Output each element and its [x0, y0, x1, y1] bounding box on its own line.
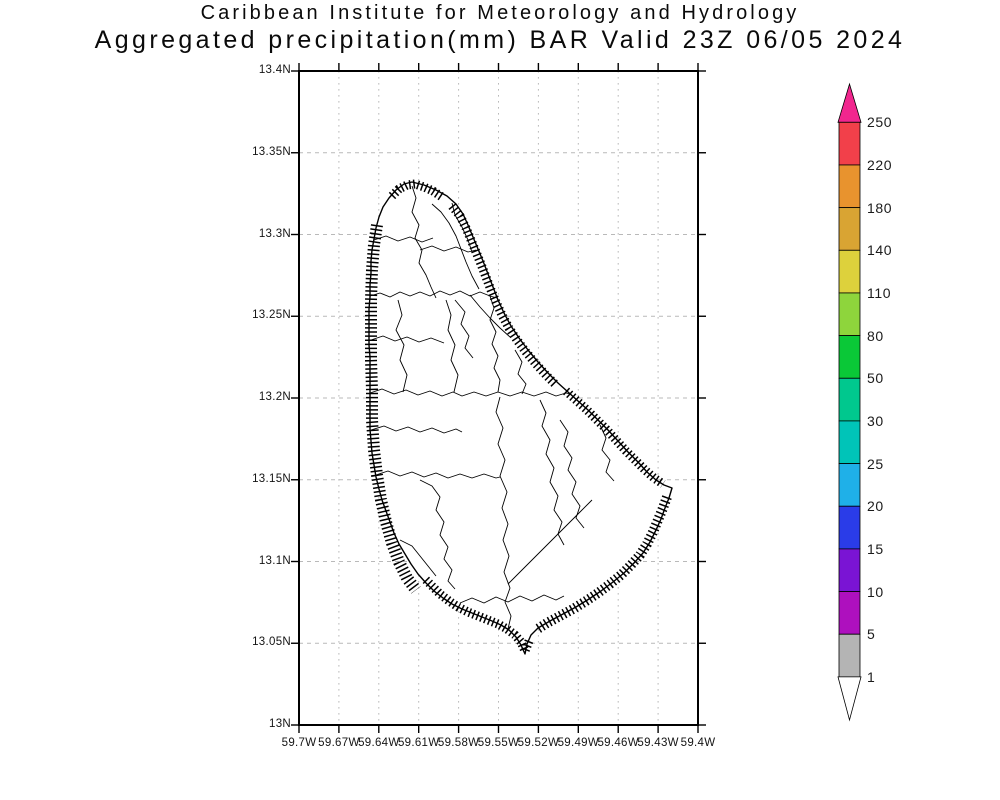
lon-tick-label: 59.43W	[637, 737, 679, 749]
lat-tick-label: 13N	[269, 718, 291, 730]
lat-tick-label: 13.4N	[258, 64, 291, 76]
lon-tick-label: 59.52W	[517, 737, 560, 749]
axis-ticks	[291, 63, 706, 733]
colorbar-segment	[838, 548, 861, 592]
lat-tick-label: 13.15N	[252, 472, 291, 485]
colorbar-arrow-above-max	[837, 82, 862, 123]
colorbar-value-label: 15	[867, 540, 884, 557]
hatch-west-coast	[365, 224, 421, 594]
colorbar-segment	[838, 207, 861, 251]
colorbar	[837, 82, 862, 722]
colorbar-value-label: 5	[867, 626, 876, 643]
coastal-hatching	[365, 179, 672, 663]
colorbar-value-label: 180	[867, 199, 893, 216]
colorbar-segment	[838, 463, 861, 507]
colorbar-value-label: 140	[867, 242, 893, 259]
lon-tick-label: 59.67W	[318, 737, 360, 749]
lon-tick-label: 59.46W	[597, 737, 639, 749]
colorbar-segment	[838, 591, 861, 635]
lon-tick-label: 59.64W	[358, 737, 400, 749]
map-frame	[298, 70, 699, 726]
hatch-southeast-coast	[533, 495, 672, 635]
lat-tick-label: 13.25N	[252, 309, 291, 322]
colorbar-arrow-below-min	[837, 676, 862, 722]
colorbar-segment	[838, 633, 861, 678]
lat-tick-label: 13.1N	[258, 554, 291, 567]
colorbar-value-label: 110	[867, 284, 892, 301]
page-title: Caribbean Institute for Meteorology and …	[0, 2, 1000, 55]
colorbar-value-label: 10	[867, 583, 884, 600]
colorbar-value-label: 30	[867, 412, 884, 429]
colorbar-segment	[838, 249, 861, 294]
colorbar-value-label: 250	[867, 114, 893, 131]
colorbar-segment	[838, 121, 861, 166]
watershed-boundaries	[369, 185, 615, 630]
lon-tick-label: 59.4W	[680, 737, 716, 749]
barbados-coastline	[368, 181, 673, 655]
colorbar-segment	[838, 292, 861, 337]
lon-tick-label: 59.61W	[397, 737, 440, 749]
colorbar-value-label: 220	[867, 156, 893, 173]
colorbar-value-label: 25	[867, 455, 884, 472]
hatch-south-coast	[420, 574, 534, 663]
colorbar-segment	[838, 505, 861, 550]
colorbar-value-label: 50	[867, 370, 884, 387]
hatch-north-tip	[388, 179, 445, 201]
colorbar-segment	[838, 164, 861, 209]
colorbar-value-label: 1	[867, 668, 876, 685]
colorbar-value-label: 20	[867, 498, 884, 515]
lat-tick-label: 13.35N	[252, 145, 291, 158]
lon-tick-label: 59.55W	[477, 737, 520, 749]
colorbar-segment	[838, 420, 861, 464]
hatch-northeast-coast	[448, 203, 560, 389]
colorbar-segment	[838, 335, 861, 379]
lat-tick-label: 13.2N	[258, 391, 291, 403]
colorbar-value-label: 80	[867, 327, 884, 344]
title-institute: Caribbean Institute for Meteorology and …	[200, 2, 800, 24]
island-barbados	[365, 179, 673, 663]
colorbar-segment	[838, 377, 861, 422]
lon-tick-label: 59.7W	[281, 737, 317, 749]
lat-tick-label: 13.3N	[258, 227, 291, 240]
lon-tick-label: 59.58W	[437, 737, 480, 749]
lat-tick-label: 13.05N	[252, 636, 291, 649]
hatch-east-coast	[562, 387, 666, 488]
title-product: Aggregated precipitation(mm) BAR Valid 2…	[94, 26, 906, 54]
lon-tick-label: 59.49W	[557, 737, 600, 749]
